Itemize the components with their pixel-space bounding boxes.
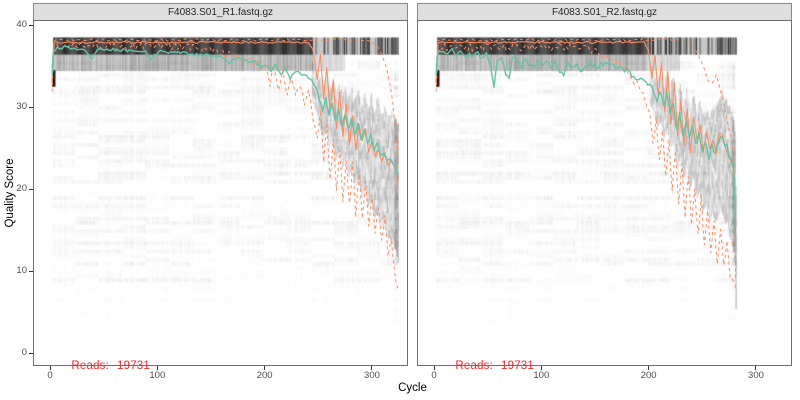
plot-panel-r2: Reads: 19731	[417, 20, 793, 372]
reads-label: Reads:	[455, 360, 494, 372]
x-tick-mark	[755, 366, 757, 370]
x-tick-label: 100	[149, 370, 166, 381]
x-tick-label: 300	[364, 370, 380, 381]
facet-title-r2: F4083.S01_R2.fastq.gz	[551, 6, 658, 18]
reads-count-label-r2: Reads: 19731	[435, 348, 534, 384]
x-tick-mark	[648, 366, 650, 370]
y-axis-title: Quality Score	[4, 158, 16, 228]
facet-strip-r2: F4083.S01_R2.fastq.gz	[417, 3, 792, 21]
x-tick-mark	[433, 366, 435, 370]
q75-line	[435, 38, 736, 281]
y-tick-mark	[29, 353, 33, 354]
x-tick-mark	[264, 366, 266, 370]
x-tick-label: 300	[748, 370, 764, 381]
facet-strip-r1: F4083.S01_R1.fastq.gz	[33, 3, 408, 21]
x-tick-label: 200	[256, 370, 273, 381]
x-tick-mark	[371, 366, 373, 370]
median-line	[51, 40, 399, 191]
quality-heatmap-r1	[34, 21, 409, 367]
x-tick-mark	[540, 366, 542, 370]
reads-count-label-r1: Reads: 19731	[51, 348, 150, 384]
x-tick-label: 200	[640, 370, 657, 381]
y-tick-mark	[29, 271, 33, 272]
x-tick-mark	[49, 366, 51, 370]
facet-title-r1: F4083.S01_R1.fastq.gz	[167, 6, 274, 18]
mean-line	[435, 47, 737, 240]
plot-panel-r1: Reads: 19731	[33, 20, 409, 372]
y-tick-mark	[29, 189, 33, 190]
x-axis-title: Cycle	[398, 382, 427, 394]
q75-line	[51, 38, 399, 174]
mean-line	[51, 45, 399, 178]
y-tick-mark	[29, 25, 33, 26]
y-tick-label: 10	[16, 265, 27, 276]
reads-label: Reads:	[71, 360, 110, 372]
y-tick-label: 20	[16, 183, 27, 194]
y-tick-mark	[29, 107, 33, 108]
q25-line	[51, 42, 399, 289]
y-tick-label: 30	[16, 101, 27, 112]
x-tick-mark	[156, 366, 158, 370]
reads-value: 19731	[501, 360, 534, 372]
x-tick-label: 100	[533, 370, 550, 381]
median-line	[435, 40, 737, 248]
q25-line	[435, 43, 736, 289]
x-tick-label: 0	[431, 370, 437, 381]
y-tick-label: 0	[21, 347, 27, 358]
quality-lines-r2	[435, 38, 737, 289]
y-tick-label: 40	[16, 19, 27, 30]
quality-heatmap-r2	[418, 21, 793, 367]
reads-value: 19731	[117, 360, 150, 372]
quality-lines-r1	[51, 38, 399, 289]
x-tick-label: 0	[47, 370, 53, 381]
